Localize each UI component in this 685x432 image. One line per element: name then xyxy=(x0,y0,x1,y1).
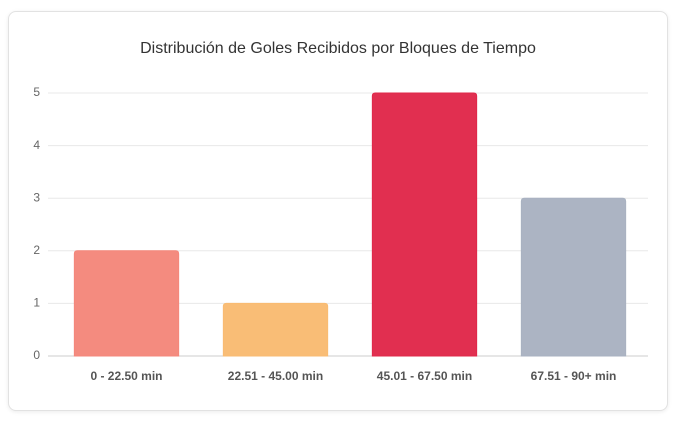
bar xyxy=(222,302,329,357)
bar xyxy=(371,92,478,357)
y-tick-label: 5 xyxy=(33,85,40,99)
x-tick-label: 45.01 - 67.50 min xyxy=(377,369,472,383)
x-tick-label: 22.51 - 45.00 min xyxy=(228,369,323,383)
bar xyxy=(73,250,180,357)
y-tick-label: 3 xyxy=(33,190,40,204)
bar xyxy=(520,197,627,357)
chart-title: Distribución de Goles Recibidos por Bloq… xyxy=(140,40,536,57)
y-tick-label: 1 xyxy=(33,296,40,310)
y-tick-label: 2 xyxy=(33,243,40,257)
y-tick-label: 4 xyxy=(33,138,40,152)
y-tick-label: 0 xyxy=(33,348,40,362)
x-tick-label: 0 - 22.50 min xyxy=(90,369,162,383)
x-tick-label: 67.51 - 90+ min xyxy=(531,369,617,383)
